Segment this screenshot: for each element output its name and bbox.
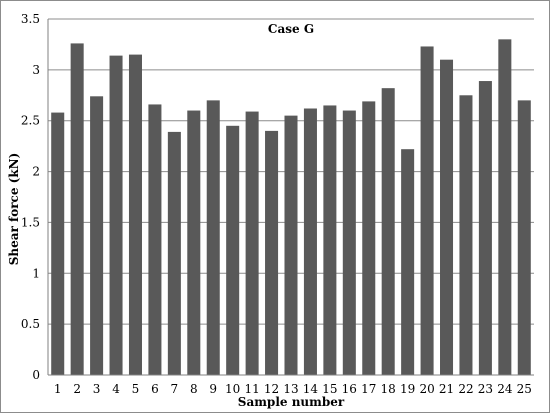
x-tick-label: 14 xyxy=(303,382,319,396)
bar xyxy=(265,130,279,375)
x-tick-label: 16 xyxy=(342,382,357,396)
bar xyxy=(284,115,298,375)
bar xyxy=(478,81,492,375)
bar xyxy=(362,101,376,375)
y-axis-label: Shear force (kN) xyxy=(7,153,21,266)
bar xyxy=(381,88,395,375)
y-tick-label: 2 xyxy=(32,165,40,179)
x-tick-label: 19 xyxy=(400,382,415,396)
bars xyxy=(51,39,531,376)
bar xyxy=(226,125,240,375)
bar xyxy=(148,104,162,375)
bar xyxy=(420,46,434,375)
bar xyxy=(498,39,512,375)
x-tick-label: 15 xyxy=(322,382,337,396)
x-tick-label: 9 xyxy=(209,382,217,396)
bar xyxy=(109,55,123,376)
y-tick-label: 3.5 xyxy=(21,12,40,26)
y-tick-label: 1.5 xyxy=(21,215,40,229)
x-tick-label: 5 xyxy=(132,382,140,396)
x-tick-label: 20 xyxy=(419,382,434,396)
bar xyxy=(401,149,415,375)
y-tick-label: 1 xyxy=(32,266,40,280)
x-tick-label: 3 xyxy=(93,382,101,396)
bar xyxy=(342,110,356,376)
bar xyxy=(167,131,181,375)
x-tick-label: 24 xyxy=(497,382,513,396)
x-tick-label: 1 xyxy=(54,382,62,396)
x-axis-label: Sample number xyxy=(238,395,345,409)
x-tick-label: 7 xyxy=(171,382,179,396)
bar xyxy=(517,100,531,375)
bar xyxy=(303,108,317,375)
bar xyxy=(90,96,104,375)
x-tick-label: 2 xyxy=(73,382,81,396)
x-tick-label: 8 xyxy=(190,382,198,396)
y-tick-label: 2.5 xyxy=(21,114,40,128)
x-tick-label: 11 xyxy=(244,382,259,396)
bar xyxy=(70,43,84,375)
x-tick-label: 25 xyxy=(517,382,532,396)
y-tick-label: 0.5 xyxy=(21,317,40,331)
y-tick-label: 3 xyxy=(32,63,40,77)
x-tick-label: 4 xyxy=(112,382,120,396)
x-tick-label: 13 xyxy=(283,382,298,396)
bar xyxy=(323,105,337,375)
y-tick-labels: 0 0.5 1 1.5 2 2.5 3 3.5 xyxy=(21,12,40,382)
x-tick-label: 10 xyxy=(225,382,240,396)
x-tick-label: 22 xyxy=(458,382,473,396)
bar xyxy=(187,110,201,376)
bar xyxy=(206,100,220,375)
bar xyxy=(128,54,142,375)
x-tick-label: 12 xyxy=(264,382,279,396)
bar xyxy=(440,59,454,375)
x-tick-label: 18 xyxy=(381,382,396,396)
x-tick-label: 23 xyxy=(478,382,493,396)
axes xyxy=(47,19,534,376)
bar xyxy=(245,111,259,375)
bar xyxy=(459,95,473,376)
bar xyxy=(51,112,65,375)
x-tick-label: 21 xyxy=(439,382,454,396)
chart-title: Case G xyxy=(268,22,314,36)
x-tick-label: 6 xyxy=(151,382,159,396)
x-tick-label: 17 xyxy=(361,382,376,396)
y-tick-label: 0 xyxy=(32,368,40,382)
x-tick-labels: 1 2 3 4 5 6 7 8 9 10 11 12 13 14 15 16 17 18 19 20 21 22 23 24 2… xyxy=(54,382,532,396)
